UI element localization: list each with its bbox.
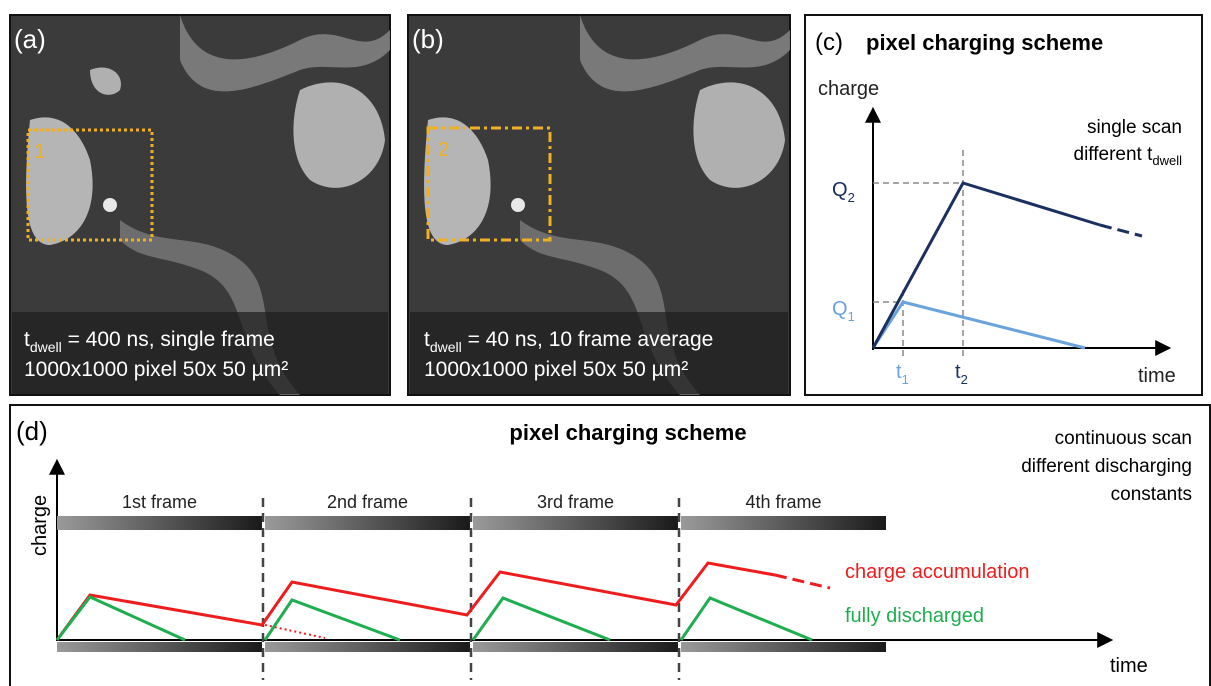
axis-label: time — [1138, 365, 1176, 387]
symbol: Q — [832, 179, 848, 201]
panel-b: 2 (b) tdwell = 40 ns, 10 frame average 1… — [408, 15, 790, 395]
scan-bar — [681, 642, 886, 652]
scan-bar — [473, 642, 678, 652]
note-text: different t — [1074, 144, 1154, 165]
roi-label: 1 — [34, 141, 45, 163]
panel-c: (c) pixel charging scheme charge time si… — [805, 15, 1202, 395]
caption-text: = 40 ns, 10 frame average — [462, 328, 714, 351]
caption-line: 1000x1000 pixel 50x 50 µm² — [24, 358, 288, 381]
caption-text: = 400 ns, single frame — [62, 328, 275, 351]
note-line: continuous scan — [1055, 428, 1192, 449]
caption: tdwell = 400 ns, single frame — [24, 328, 275, 355]
panel-label: (c) — [815, 29, 843, 56]
subscript: 1 — [848, 309, 855, 324]
note: single scan — [1087, 117, 1182, 138]
note-line: constants — [1111, 484, 1192, 505]
panel-d: (d) pixel charging scheme continuous sca… — [10, 405, 1210, 686]
axis-label: charge — [29, 495, 51, 556]
scan-bar — [57, 642, 262, 652]
subscript: dwell — [30, 339, 62, 355]
caption-line: 1000x1000 pixel 50x 50 µm² — [424, 358, 688, 381]
frame-label: 1st frame — [122, 492, 197, 512]
frame-label: 4th frame — [745, 492, 821, 512]
panel-title: pixel charging scheme — [509, 420, 746, 445]
subscript: 2 — [848, 190, 855, 205]
legend-red: charge accumulation — [845, 561, 1030, 583]
texture — [103, 198, 117, 212]
axis-label: time — [1110, 655, 1148, 677]
frame-bar — [265, 516, 470, 530]
panel-label: (d) — [16, 416, 48, 446]
figure: 1 (a) tdwell = 400 ns, single frame 1000… — [0, 0, 1211, 686]
panel-a: 1 (a) tdwell = 400 ns, single frame 1000… — [10, 15, 390, 395]
caption: tdwell = 40 ns, 10 frame average — [424, 328, 713, 355]
subscript: dwell — [430, 339, 462, 355]
legend-green: fully discharged — [845, 605, 984, 627]
frame-label: 2nd frame — [327, 492, 408, 512]
caption-bg — [12, 312, 388, 394]
subscript: 1 — [902, 372, 909, 387]
subscript: 2 — [961, 372, 968, 387]
frame-bar — [473, 516, 678, 530]
panel-label: (a) — [14, 24, 46, 54]
axis-label: charge — [818, 78, 879, 100]
texture — [511, 198, 525, 212]
caption-bg — [410, 312, 788, 394]
symbol: Q — [832, 298, 848, 320]
scan-bar — [265, 642, 470, 652]
frame-bar — [681, 516, 886, 530]
subscript: dwell — [1152, 153, 1182, 168]
note-line: different discharging — [1021, 456, 1192, 477]
panel-frame — [805, 15, 1202, 395]
frame-label: 3rd frame — [537, 492, 614, 512]
frame-bar — [57, 516, 262, 530]
panel-title: pixel charging scheme — [866, 30, 1103, 55]
panel-label: (b) — [412, 24, 444, 54]
page: 1 (a) tdwell = 400 ns, single frame 1000… — [0, 0, 1211, 686]
roi-label: 2 — [438, 139, 449, 161]
